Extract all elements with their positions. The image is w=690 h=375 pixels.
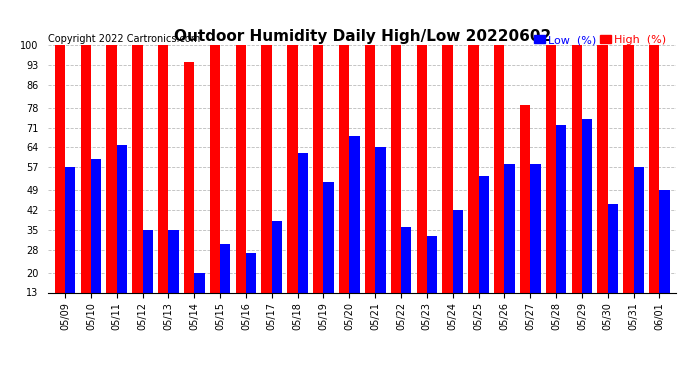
Bar bbox=[520, 105, 530, 330]
Bar bbox=[469, 45, 479, 330]
Bar bbox=[168, 230, 179, 330]
Bar bbox=[365, 45, 375, 330]
Bar bbox=[195, 273, 205, 330]
Bar bbox=[143, 230, 153, 330]
Bar bbox=[65, 167, 75, 330]
Bar bbox=[246, 253, 256, 330]
Bar bbox=[313, 45, 324, 330]
Bar bbox=[660, 190, 670, 330]
Bar bbox=[546, 45, 556, 330]
Bar bbox=[287, 45, 297, 330]
Bar bbox=[401, 227, 411, 330]
Bar bbox=[184, 62, 195, 330]
Bar bbox=[571, 45, 582, 330]
Bar bbox=[91, 159, 101, 330]
Legend: Low  (%), High  (%): Low (%), High (%) bbox=[529, 31, 671, 50]
Bar bbox=[479, 176, 489, 330]
Bar bbox=[598, 45, 608, 330]
Bar bbox=[117, 145, 127, 330]
Bar bbox=[442, 45, 453, 330]
Bar bbox=[530, 165, 540, 330]
Bar bbox=[649, 45, 660, 330]
Bar bbox=[106, 45, 117, 330]
Bar bbox=[375, 147, 386, 330]
Bar bbox=[349, 136, 359, 330]
Bar bbox=[417, 45, 427, 330]
Bar bbox=[297, 153, 308, 330]
Bar bbox=[324, 182, 334, 330]
Text: Copyright 2022 Cartronics.com: Copyright 2022 Cartronics.com bbox=[48, 34, 201, 44]
Bar bbox=[633, 167, 644, 330]
Bar bbox=[391, 45, 401, 330]
Bar bbox=[81, 45, 91, 330]
Bar bbox=[582, 119, 592, 330]
Bar bbox=[623, 45, 633, 330]
Bar bbox=[220, 244, 230, 330]
Bar bbox=[556, 124, 566, 330]
Bar bbox=[494, 45, 504, 330]
Bar bbox=[272, 221, 282, 330]
Title: Outdoor Humidity Daily High/Low 20220602: Outdoor Humidity Daily High/Low 20220602 bbox=[174, 29, 551, 44]
Bar bbox=[55, 45, 65, 330]
Bar bbox=[427, 236, 437, 330]
Bar bbox=[132, 45, 143, 330]
Bar bbox=[158, 45, 168, 330]
Bar bbox=[504, 165, 515, 330]
Bar bbox=[236, 45, 246, 330]
Bar bbox=[210, 45, 220, 330]
Bar bbox=[608, 204, 618, 330]
Bar bbox=[453, 210, 463, 330]
Bar bbox=[262, 45, 272, 330]
Bar bbox=[339, 45, 349, 330]
